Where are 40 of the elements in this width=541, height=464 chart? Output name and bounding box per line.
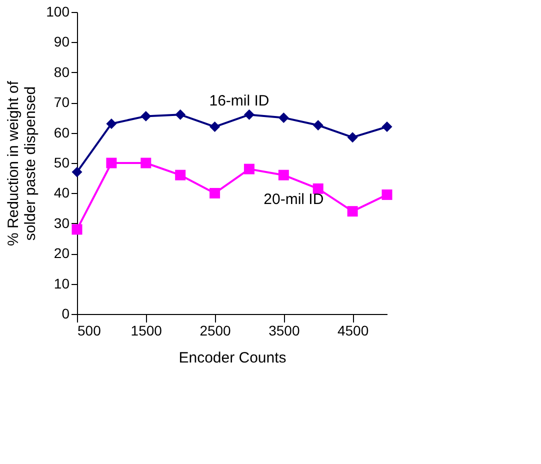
- point: [382, 189, 392, 200]
- x-tick-label: 3500: [268, 322, 300, 338]
- y-tick-label: 100: [46, 4, 70, 20]
- point: [140, 158, 152, 168]
- point: [72, 224, 82, 235]
- y-tick-label: 0: [62, 306, 70, 322]
- point: [210, 188, 220, 198]
- y-tick-label: 90: [54, 34, 70, 50]
- x-tick-label: 4500: [337, 322, 369, 338]
- x-axis-title: Encoder Counts: [178, 350, 286, 366]
- y-tick-label: 40: [54, 184, 70, 201]
- point: [312, 183, 324, 194]
- point: [347, 132, 358, 143]
- y-tick-label: 20: [54, 245, 70, 262]
- series-label: 16-mil ID: [209, 92, 270, 110]
- y-tick-label: 30: [54, 214, 70, 231]
- point: [175, 109, 186, 120]
- y-tick-label: 70: [54, 94, 70, 110]
- x-tick-label: 500: [78, 322, 102, 338]
- y-tick-label: 80: [54, 64, 70, 80]
- y-tick-label: 50: [54, 154, 70, 170]
- point: [347, 206, 358, 217]
- y-axis-title: % Reduction in weight of solder paste dispensed: [5, 80, 40, 246]
- point: [278, 112, 289, 123]
- point: [175, 170, 186, 180]
- y-tick-label: 60: [54, 124, 70, 140]
- point: [382, 122, 392, 132]
- point: [140, 110, 152, 122]
- x-tick-label: 1500: [130, 322, 162, 338]
- point: [106, 158, 117, 168]
- point: [312, 120, 324, 130]
- y-tick-label: 10: [54, 275, 70, 292]
- point: [244, 164, 254, 174]
- x-tick-label: 2500: [200, 322, 232, 338]
- point: [106, 118, 117, 129]
- point: [278, 170, 289, 180]
- point: [72, 166, 82, 178]
- point: [244, 109, 254, 120]
- series-label: 20-mil ID: [264, 191, 324, 208]
- point: [210, 122, 220, 132]
